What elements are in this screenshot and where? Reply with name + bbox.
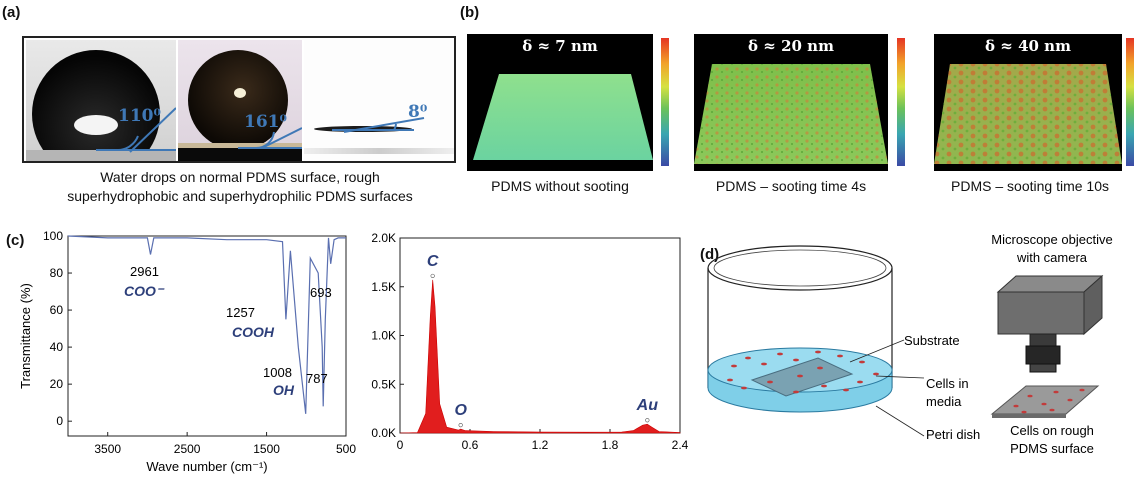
- peak-1008-label: 1008: [263, 365, 292, 380]
- caption-line: Water drops on normal PDMS surface, roug…: [100, 169, 380, 185]
- eds-xtick-label: 1.2: [532, 438, 549, 452]
- ftir-xtick-label: 500: [336, 442, 356, 456]
- ftir-plot-frame: [67, 235, 347, 437]
- eds-ytick-label: 2.0K: [371, 231, 396, 245]
- eds-ytick-label: 0.5K: [371, 377, 396, 391]
- surface-title: δ ≈ 20 nm: [748, 37, 834, 55]
- substrate-line: [178, 143, 302, 148]
- surface-plot-3: δ ≈ 40 nm: [934, 34, 1122, 171]
- microscope-objective-icon: [996, 274, 1104, 373]
- ftir-ytick-label: 0: [56, 414, 63, 428]
- surface-mesh: [934, 64, 1122, 164]
- surface-mesh: [694, 64, 888, 164]
- eds-xtick-label: 1.8: [602, 438, 619, 452]
- water-drop-normal-photo: 110⁰: [26, 40, 176, 161]
- label-objective-1: Microscope objective: [991, 232, 1112, 247]
- substrate-line: [26, 150, 176, 161]
- surface-mesh: [473, 74, 653, 160]
- ftir-ytick-label: 40: [50, 340, 64, 354]
- eds-xtick-label: 0: [397, 438, 404, 452]
- peak-2961-group: COO⁻: [124, 283, 165, 299]
- water-drop-superhydrophilic-photo: 8⁰: [304, 40, 454, 161]
- substrate-line: [178, 148, 302, 161]
- eds-peak-marker: [458, 423, 463, 428]
- panel-a-frame: 110⁰ 161⁰ 8⁰: [22, 36, 456, 163]
- surface-caption-3: PDMS – sooting time 10s: [951, 178, 1109, 194]
- panel-a-caption: Water drops on normal PDMS surface, roug…: [30, 168, 450, 206]
- eds-element-label: O: [454, 402, 467, 419]
- surface-caption-1: PDMS without sooting: [491, 178, 629, 194]
- peak-693-label: 693: [310, 285, 332, 300]
- colorbar-3: [1126, 38, 1134, 166]
- label-objective-2: with camera: [1016, 250, 1088, 265]
- eds-ytick-label: 0.0K: [371, 426, 396, 440]
- drop-highlight: [234, 88, 246, 98]
- ftir-xtick-label: 3500: [94, 442, 121, 456]
- eds-peak-marker: [645, 418, 650, 423]
- petri-rim-top: [707, 245, 893, 291]
- water-drop-superhydrophobic-photo: 161⁰: [178, 40, 302, 161]
- ftir-xtick-label: 1500: [253, 442, 280, 456]
- surface-plot-2: δ ≈ 20 nm: [694, 34, 888, 171]
- eds-ytick-label: 1.0K: [371, 329, 396, 343]
- eds-peak-marker: [430, 273, 435, 279]
- petri-rim-inner: [713, 249, 887, 287]
- panel-d-label: (d): [700, 246, 720, 263]
- angle-normal: 110⁰: [118, 106, 161, 126]
- ftir-ytick-label: 20: [50, 377, 64, 391]
- label-cells-media-1: Cells in: [926, 376, 969, 391]
- ftir-ylabel: Transmittance (%): [18, 283, 33, 389]
- substrate-line: [304, 148, 454, 154]
- label-cells-rough-1: Cells on rough: [1010, 423, 1094, 438]
- ftir-series-line: [67, 235, 346, 414]
- panel-c-label: (c): [6, 232, 25, 249]
- eds-xtick-label: 0.6: [462, 438, 479, 452]
- ftir-ytick-label: 100: [43, 229, 63, 243]
- surface-plot-1: δ ≈ 7 nm: [467, 34, 653, 171]
- ftir-ytick-label: 80: [50, 266, 64, 280]
- eds-spectrum-area: [399, 279, 681, 434]
- eds-element-label: Au: [636, 397, 659, 414]
- angle-lines: [238, 127, 302, 150]
- peak-1257-label: 1257: [226, 305, 255, 320]
- rough-pdms-surface-icon: [990, 385, 1100, 418]
- surface-title: δ ≈ 7 nm: [522, 37, 598, 55]
- eds-chart: 2.0K 1.5K 1.0K 0.5K 0.0K 0 0.6 1.2 1.8 2.4 C O Au: [371, 231, 689, 452]
- eds-ytick-label: 1.5K: [371, 280, 396, 294]
- ftir-xtick-label: 2500: [174, 442, 201, 456]
- angle-superhydrophobic: 161⁰: [244, 112, 287, 132]
- label-substrate: Substrate: [904, 333, 960, 348]
- panel-a-label: (a): [2, 4, 21, 21]
- peak-1257-group: COOH: [232, 324, 275, 340]
- colorbar-2: [897, 38, 905, 166]
- eds-xtick-label: 2.4: [672, 438, 689, 452]
- label-petri-dish: Petri dish: [926, 427, 980, 442]
- drop-shape: [188, 50, 288, 150]
- peak-787-label: 787: [306, 371, 328, 386]
- ftir-xlabel: Wave number (cm⁻¹): [146, 459, 267, 474]
- surface-caption-2: PDMS – sooting time 4s: [715, 178, 867, 194]
- angle-lines: [96, 107, 176, 153]
- ftir-chart: Transmittance (%) Wave number (cm⁻¹) 100…: [18, 229, 356, 474]
- label-cells-media-2: media: [926, 394, 962, 409]
- ftir-ytick-label: 60: [50, 303, 64, 317]
- drop-highlight: [74, 115, 118, 135]
- angle-superhydrophilic: 8⁰: [408, 102, 428, 122]
- petri-dish-schematic: Substrate Cells in media Petri dish Micr…: [707, 232, 1113, 456]
- angle-lines: [332, 117, 425, 133]
- cells-in-media: [727, 350, 879, 394]
- colorbar-1: [661, 38, 669, 166]
- panel-b-label: (b): [460, 4, 480, 21]
- surface-title: δ ≈ 40 nm: [985, 37, 1071, 55]
- peak-2961-label: 2961: [130, 264, 159, 279]
- caption-line: superhydrophobic and superhydrophilic PD…: [67, 188, 413, 204]
- eds-element-label: C: [427, 253, 439, 270]
- label-cells-rough-2: PDMS surface: [1010, 441, 1094, 456]
- peak-1008-group: OH: [273, 382, 295, 398]
